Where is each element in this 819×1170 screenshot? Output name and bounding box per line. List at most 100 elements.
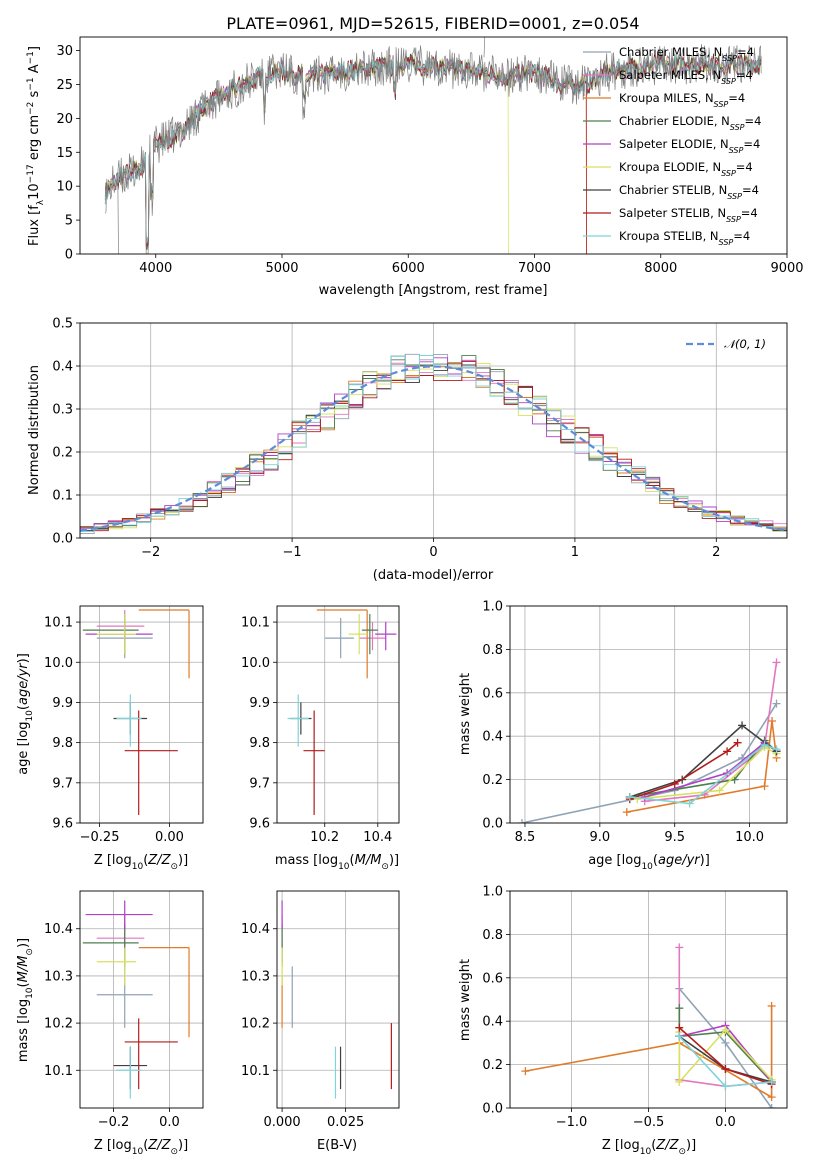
x-tick-label: 10.2 [310,830,339,845]
y-tick-label: 10.1 [44,1064,73,1079]
weight-line-salpeter_stelib [629,742,739,800]
x-axis-label: age [log10(age/yr)] [588,853,710,872]
weight-marker-kroupa_stelib [675,1032,684,1041]
figure-title: PLATE=0961, MJD=52615, FIBERID=0001, z=0… [226,14,639,33]
weight-line-chabrier_elodie [678,1008,773,1083]
legend-label: Kroupa MILES, NSSP=4 [619,91,745,109]
y-tick-label: 9.6 [52,817,73,832]
x-axis-label: Z [log10(Z/Z⊙)] [94,853,188,872]
axes-frame [276,890,400,1109]
weight-marker-kroupa_stelib [767,1077,776,1086]
y-tick-label: 0.2 [52,446,73,461]
spectrum-data-line [104,37,762,254]
y-axis-label: Normed distribution [27,365,42,495]
panel-weight_vs_Z: −1.0 −0.5 0.0 0.0 0.2 0.4 0.6 0.8 1.0 Z [log10(Z/… [458,885,788,1157]
x-tick-label: 4000 [139,261,172,276]
x-axis-label: mass [log10(M/M⊙)] [275,853,399,872]
panel-spectrum: 4000 5000 6000 7000 8000 9000 0 5 10 15 20 25 30 Chab… [26,36,804,298]
y-tick-label: 5 [65,214,73,229]
weight-line-chabrier_miles [521,703,778,823]
histogram-salpeter_stelib [80,361,787,538]
weight-line-salpeter_miles [644,662,778,803]
weight-marker-kroupa_elodie [721,1025,730,1034]
weight-marker-kroupa_stelib [685,799,694,808]
y-tick-label: 10.4 [44,922,73,937]
legend-label: Chabrier STELIB, NSSP=4 [619,183,759,201]
weight-marker-salpeter_stelib [723,747,732,756]
y-tick-label: 10.0 [44,656,73,671]
y-tick-label: 10.3 [44,969,73,984]
weight-marker-chabrier_elodie [675,1004,684,1013]
y-tick-label: 0.0 [482,1102,503,1117]
y-tick-label: 1.0 [482,600,503,615]
plot-area [80,353,787,538]
y-tick-label: 0.6 [482,686,503,701]
y-tick-label: 25 [56,78,73,93]
y-tick-label: 0.0 [482,817,503,832]
y-axis-label: Flux [fλ10−17 erg cm−2 s−1 A−1] [26,46,46,246]
panel-residuals: −2 −1 0 1 2 0.0 0.1 0.2 0.3 0.4 0.5 𝒩(0, 1) (data-mo… [27,317,788,583]
x-tick-label: 9000 [770,261,803,276]
x-tick-label: 5000 [265,261,298,276]
spectrum-line-chabrier_stelib [104,52,762,250]
weight-marker-kroupa_miles [521,1067,530,1076]
y-tick-label: 10.2 [44,1017,73,1032]
y-tick-label: 9.7 [52,776,73,791]
axes-frame [276,605,400,824]
panel-weight_vs_age: 8.5 9.0 9.5 10.0 0.0 0.2 0.4 0.6 0.8 1.0 age [log1… [458,600,788,872]
plot-area [82,609,190,815]
y-tick-label: 9.6 [249,817,270,832]
histogram-kroupa_stelib [80,355,787,538]
weight-line-kroupa_elodie [678,1028,773,1085]
weight-marker-kroupa_stelib [625,792,634,801]
x-tick-label: 0.0 [159,1115,180,1130]
axes-frame [79,36,788,255]
y-tick-label: 0.8 [482,928,503,943]
plot-area [517,658,781,823]
legend: Chabrier MILES, NSSP=4 Salpeter MILES, NS… [583,45,761,247]
x-tick-label: −0.5 [633,1115,665,1130]
weight-marker-kroupa_elodie [675,1077,684,1086]
x-tick-label: 7000 [518,261,551,276]
x-tick-label: 1 [571,545,579,560]
plot-area [281,900,392,1099]
x-tick-label: 10.0 [735,830,764,845]
legend-label: Chabrier ELODIE, NSSP=4 [619,114,761,132]
weight-marker-chabrier_miles [517,819,526,823]
panel-age_vs_mass: 10.2 10.4 9.6 9.7 9.8 9.9 10.0 10.1 mass [log10(… [241,605,400,872]
y-tick-label: 9.8 [52,736,73,751]
weight-marker-kroupa_stelib [721,1082,730,1091]
plot-area [287,609,397,815]
y-tick-label: 9.8 [249,736,270,751]
y-tick-label: 10.1 [241,616,270,631]
axes-frame [79,890,204,1109]
axes-frame [509,605,788,824]
weight-marker-kroupa_elodie [715,786,724,795]
y-axis-label: age [log10(age/yr)] [16,653,35,775]
x-axis-label: Z [log10(Z/Z⊙)] [94,1138,188,1157]
x-axis-label: Z [log10(Z/Z⊙)] [602,1138,696,1157]
weight-marker-salpeter_stelib [670,779,679,788]
x-tick-label: 0.025 [327,1115,364,1130]
y-tick-label: 10.1 [44,616,73,631]
y-tick-label: 0 [65,248,73,263]
y-tick-label: 10.3 [241,969,270,984]
legend-label: Salpeter MILES, NSSP=4 [619,68,753,86]
y-tick-label: 1.0 [482,885,503,900]
y-tick-label: 15 [56,146,73,161]
weight-marker-salpeter_miles [675,943,684,952]
y-tick-label: 0.4 [482,1015,503,1030]
legend-label: Salpeter STELIB, NSSP=4 [619,206,758,224]
x-tick-label: 2 [712,545,720,560]
x-axis-label: E(B-V) [317,1138,357,1153]
y-tick-label: 0.2 [482,1058,503,1073]
legend-label: Salpeter ELODIE, NSSP=4 [619,137,760,155]
x-tick-label: −2 [141,545,160,560]
y-axis-label: mass weight [458,959,473,1041]
y-tick-label: 0.4 [52,360,73,375]
y-tick-label: 0.4 [482,730,503,745]
gaussian-curve [80,365,787,532]
plot-area [521,943,776,1108]
weight-marker-chabrier_miles [772,699,781,708]
